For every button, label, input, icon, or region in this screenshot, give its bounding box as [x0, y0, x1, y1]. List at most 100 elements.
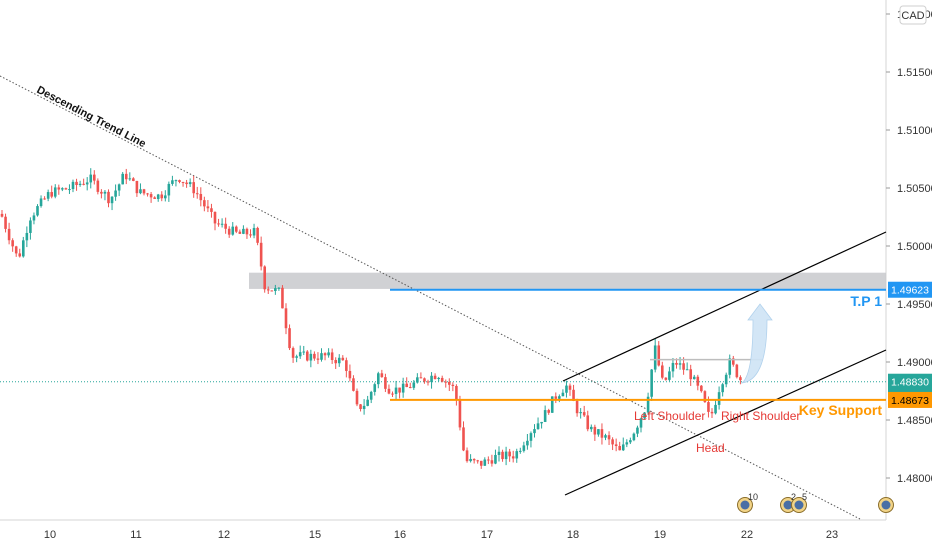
- candle-body: [497, 451, 501, 455]
- candle-body: [210, 208, 213, 212]
- candle-body: [259, 242, 263, 267]
- candle-body: [359, 404, 362, 410]
- candle-body: [341, 357, 345, 361]
- candle-body: [4, 216, 7, 229]
- candle-body: [124, 173, 128, 180]
- candle-body: [575, 400, 579, 414]
- support-price-label: 1.48673: [891, 395, 929, 407]
- candle-body: [629, 440, 632, 443]
- tp-price-label-bg: [888, 281, 932, 298]
- candle-body: [337, 357, 341, 364]
- candle-body: [433, 375, 437, 380]
- candle-body: [316, 358, 320, 360]
- candle-body: [288, 328, 291, 349]
- candle-body: [519, 450, 522, 452]
- candle-body: [22, 240, 25, 257]
- y-tick-label: 1.49000: [897, 357, 932, 369]
- currency-badge[interactable]: [899, 5, 927, 25]
- candle-body: [132, 178, 135, 181]
- candle-body: [224, 223, 227, 229]
- candle-body: [153, 197, 156, 199]
- candle-body: [46, 192, 50, 199]
- projection-arrow[interactable]: [740, 303, 773, 384]
- channel-lower-line[interactable]: [564, 349, 887, 496]
- candle-body: [547, 410, 550, 413]
- candle-body: [739, 377, 742, 381]
- event-marker-count: 10: [748, 492, 758, 502]
- candle-body: [61, 188, 64, 190]
- candle-body: [295, 356, 298, 358]
- candle-body: [256, 227, 259, 243]
- candle-body: [508, 451, 511, 457]
- candle-body: [700, 385, 703, 392]
- candle-body: [561, 392, 565, 397]
- candle-body: [650, 369, 653, 397]
- x-tick-label: 23: [826, 529, 838, 541]
- candle-body: [71, 181, 75, 190]
- candle-body: [430, 375, 433, 383]
- candle-body: [735, 364, 739, 378]
- candle-body: [277, 287, 281, 289]
- candle-body: [29, 220, 32, 233]
- candle-body: [167, 183, 171, 196]
- candle-body: [345, 360, 348, 371]
- candle-body: [142, 189, 146, 194]
- candle-body: [451, 384, 455, 386]
- candle-body: [384, 377, 387, 389]
- candle-body: [327, 352, 330, 356]
- candle-body: [522, 445, 526, 451]
- candle-body: [181, 181, 185, 183]
- event-marker-count: 5: [802, 492, 807, 502]
- x-tick-label: 15: [309, 529, 321, 541]
- candle-body: [160, 194, 164, 199]
- candle-body: [306, 351, 309, 361]
- x-tick-label: 12: [218, 529, 230, 541]
- candle-body: [149, 194, 153, 198]
- y-tick-label: 1.48500: [897, 415, 932, 427]
- candle-body: [696, 376, 700, 386]
- candle-body: [401, 383, 405, 393]
- candle-body: [469, 458, 472, 462]
- candle-body: [39, 198, 43, 207]
- candle-body: [203, 200, 206, 207]
- candle-body: [11, 240, 14, 247]
- candle-body: [281, 287, 284, 309]
- candle-body: [721, 384, 724, 393]
- candle-body: [89, 174, 93, 183]
- candle-body: [252, 227, 256, 236]
- candle-body: [614, 444, 618, 446]
- candle-body: [408, 387, 412, 389]
- candle-body: [398, 387, 401, 393]
- candle-body: [540, 421, 543, 424]
- candle-body: [586, 415, 590, 430]
- y-tick-label: 1.51000: [897, 125, 932, 137]
- candle-body: [174, 180, 178, 182]
- candle-body: [558, 396, 561, 399]
- candle-body: [199, 193, 203, 201]
- candle-body: [206, 206, 210, 209]
- candle-body: [362, 405, 366, 410]
- descending-trend-line[interactable]: [0, 75, 861, 520]
- candle-body: [217, 223, 220, 225]
- candle-body: [330, 352, 334, 360]
- candle-body: [444, 381, 448, 383]
- candle-body: [671, 362, 675, 372]
- candle-body: [245, 228, 249, 235]
- channel-upper-line[interactable]: [562, 231, 887, 382]
- head-label: Head: [696, 441, 725, 455]
- resistance-zone[interactable]: [249, 272, 886, 289]
- candle-body: [685, 369, 689, 371]
- candle-body: [412, 382, 416, 388]
- tp-label: T.P 1: [850, 293, 882, 309]
- candle-body: [135, 180, 139, 194]
- event-marker-core: [881, 500, 891, 510]
- candle-body: [192, 182, 195, 194]
- candle-body: [373, 384, 377, 392]
- candle-body: [238, 231, 242, 234]
- candle-body: [653, 345, 657, 370]
- candle-body: [710, 411, 714, 414]
- candle-body: [14, 246, 18, 254]
- candle-body: [43, 198, 46, 200]
